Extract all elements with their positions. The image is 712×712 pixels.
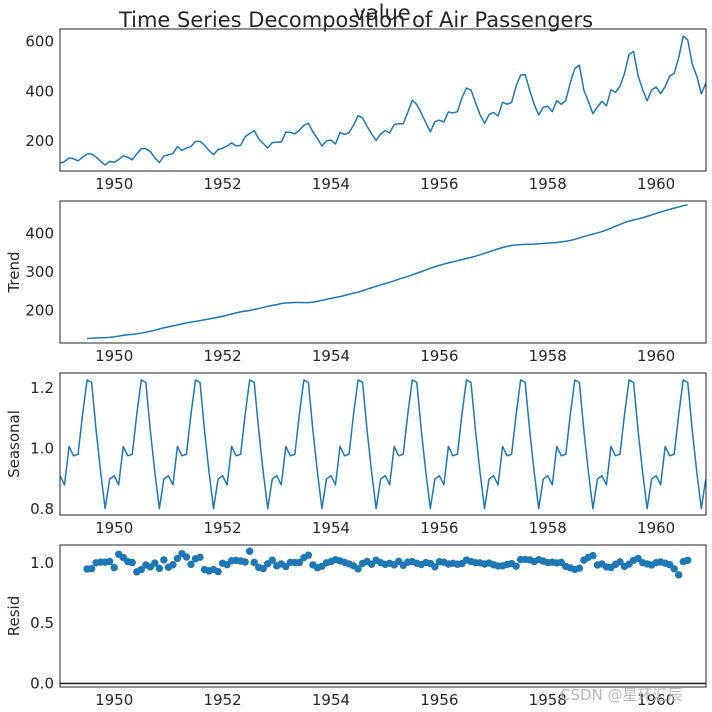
observed-y-tick-label: 600 (25, 32, 54, 50)
resid-point (245, 547, 254, 555)
seasonal-x-tick-label: 1956 (420, 519, 458, 537)
resid-y-tick-label: 0.0 (30, 674, 54, 692)
trend-x-tick-label: 1954 (312, 347, 350, 365)
resid-point (110, 563, 118, 572)
resid-point (196, 553, 204, 561)
resid-x-tick-label: 1954 (312, 691, 350, 709)
resid-point (616, 558, 624, 566)
resid-point (128, 558, 136, 567)
observed-x-tick-label: 1956 (420, 175, 458, 193)
seasonal-y-tick-label: 0.8 (30, 500, 54, 518)
trend-x-tick-label: 1960 (637, 347, 675, 365)
resid-x-tick-label: 1952 (203, 691, 241, 709)
resid-point (575, 564, 584, 572)
resid-point (670, 565, 678, 573)
resid-y-tick-label: 1.0 (30, 554, 54, 572)
seasonal-x-tick-label: 1950 (95, 519, 133, 537)
observed-y-tick-label: 400 (25, 82, 54, 100)
resid-point (137, 565, 145, 574)
resid-point (105, 557, 114, 566)
resid-point (268, 556, 276, 564)
seasonal-y-axis-label: Seasonal (5, 410, 23, 478)
trend-x-tick-label: 1956 (420, 347, 458, 365)
resid-point (512, 562, 520, 570)
resid-point (304, 551, 313, 559)
trend-y-tick-label: 200 (25, 301, 54, 319)
resid-point (241, 558, 249, 566)
resid-point (259, 565, 267, 573)
resid-point (187, 560, 195, 569)
resid-point (182, 553, 191, 561)
resid-point (173, 554, 182, 563)
resid-y-tick-label: 0.5 (30, 614, 54, 632)
figure-title: Time Series Decomposition of Air Passeng… (118, 8, 593, 32)
panel-seasonal: 1950 1952 1954 1956 1958 1960 0.8 1.0 1.2 Seasona… (5, 372, 707, 537)
resid-x-tick-label: 1956 (420, 691, 458, 709)
trend-y-tick-label: 400 (25, 225, 54, 243)
resid-x-tick-label: 1958 (529, 691, 567, 709)
resid-point (250, 558, 258, 567)
trend-y-axis-label: Trend (5, 251, 23, 293)
seasonal-x-tick-label: 1958 (529, 519, 567, 537)
resid-x-tick-label: 1960 (637, 691, 675, 709)
trend-x-tick-label: 1950 (95, 347, 133, 365)
resid-point (169, 561, 177, 569)
resid-point (431, 563, 439, 571)
seasonal-x-tick-label: 1954 (312, 519, 350, 537)
trend-axes-frame (59, 200, 707, 344)
seasonal-x-tick-label: 1960 (637, 519, 675, 537)
resid-point (675, 571, 683, 579)
resid-point (151, 559, 159, 567)
trend-x-tick-label: 1958 (529, 347, 567, 365)
observed-x-tick-label: 1952 (203, 175, 241, 193)
seasonal-axes-frame (59, 372, 707, 516)
seasonal-y-tick-label: 1.2 (30, 379, 54, 397)
observed-axes-frame (59, 28, 707, 172)
seasonal-x-tick-label: 1952 (203, 519, 241, 537)
resid-point (155, 564, 164, 573)
panel-observed: 1950 1952 1954 1956 1958 1960 200 400 600 (25, 28, 707, 193)
trend-series-line (87, 204, 688, 340)
trend-x-tick-label: 1952 (203, 347, 241, 365)
seasonal-y-tick-label: 1.0 (30, 440, 54, 458)
resid-point (87, 565, 96, 573)
observed-x-tick-label: 1950 (95, 175, 133, 193)
observed-x-tick-label: 1960 (637, 175, 675, 193)
resid-point (295, 558, 304, 567)
resid-point (589, 551, 597, 560)
observed-x-tick-label: 1958 (529, 175, 567, 193)
resid-y-axis-label: Resid (5, 596, 23, 636)
resid-point (160, 556, 168, 564)
watermark: CSDN @星环汇辰 (560, 686, 683, 704)
panel-resid: 1950 1952 1954 1956 1958 1960 0.0 0.5 1.0 Resid (5, 544, 707, 709)
observed-panel-label: value (353, 1, 410, 25)
resid-axes-frame (59, 544, 707, 688)
resid-point (684, 556, 692, 564)
observed-y-tick-label: 200 (25, 132, 54, 150)
observed-series-line (59, 35, 707, 166)
resid-point (354, 565, 362, 573)
seasonal-series-line (59, 379, 707, 510)
resid-x-tick-label: 1950 (95, 691, 133, 709)
observed-x-tick-label: 1954 (312, 175, 350, 193)
trend-y-tick-label: 300 (25, 263, 54, 281)
resid-point (214, 567, 222, 576)
